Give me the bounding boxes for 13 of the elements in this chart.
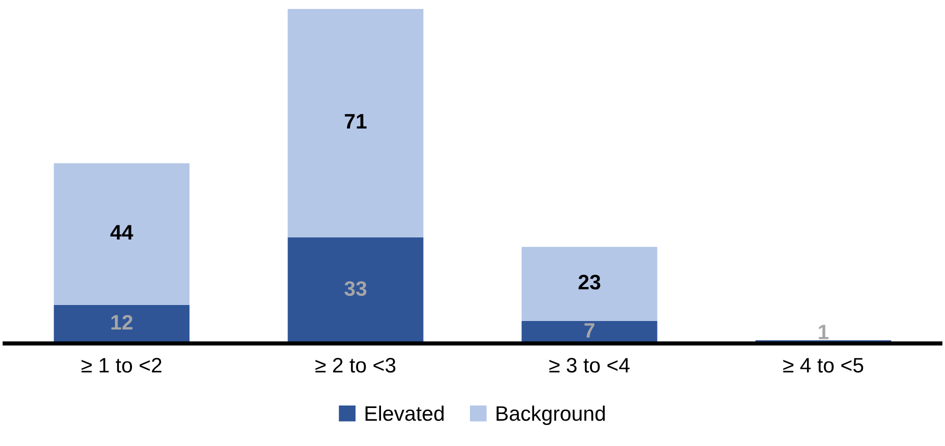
x-tick-label: ≥ 2 to <3 bbox=[315, 358, 396, 373]
x-tick-label: ≥ 3 to <4 bbox=[549, 358, 630, 373]
legend-label: Elevated bbox=[366, 406, 444, 421]
data-label: 12 bbox=[111, 314, 132, 330]
x-tick-label: ≥ 4 to <5 bbox=[783, 358, 864, 373]
data-label: 1 bbox=[818, 324, 829, 340]
legend-label: Background bbox=[496, 406, 605, 426]
data-label: 7 bbox=[584, 323, 594, 338]
data-label: 44 bbox=[110, 225, 134, 240]
data-label: 23 bbox=[578, 274, 600, 290]
data-label: 71 bbox=[344, 114, 367, 128]
x-tick-label: ≥ 1 to <2 bbox=[82, 358, 162, 373]
data-label: 33 bbox=[344, 281, 366, 296]
